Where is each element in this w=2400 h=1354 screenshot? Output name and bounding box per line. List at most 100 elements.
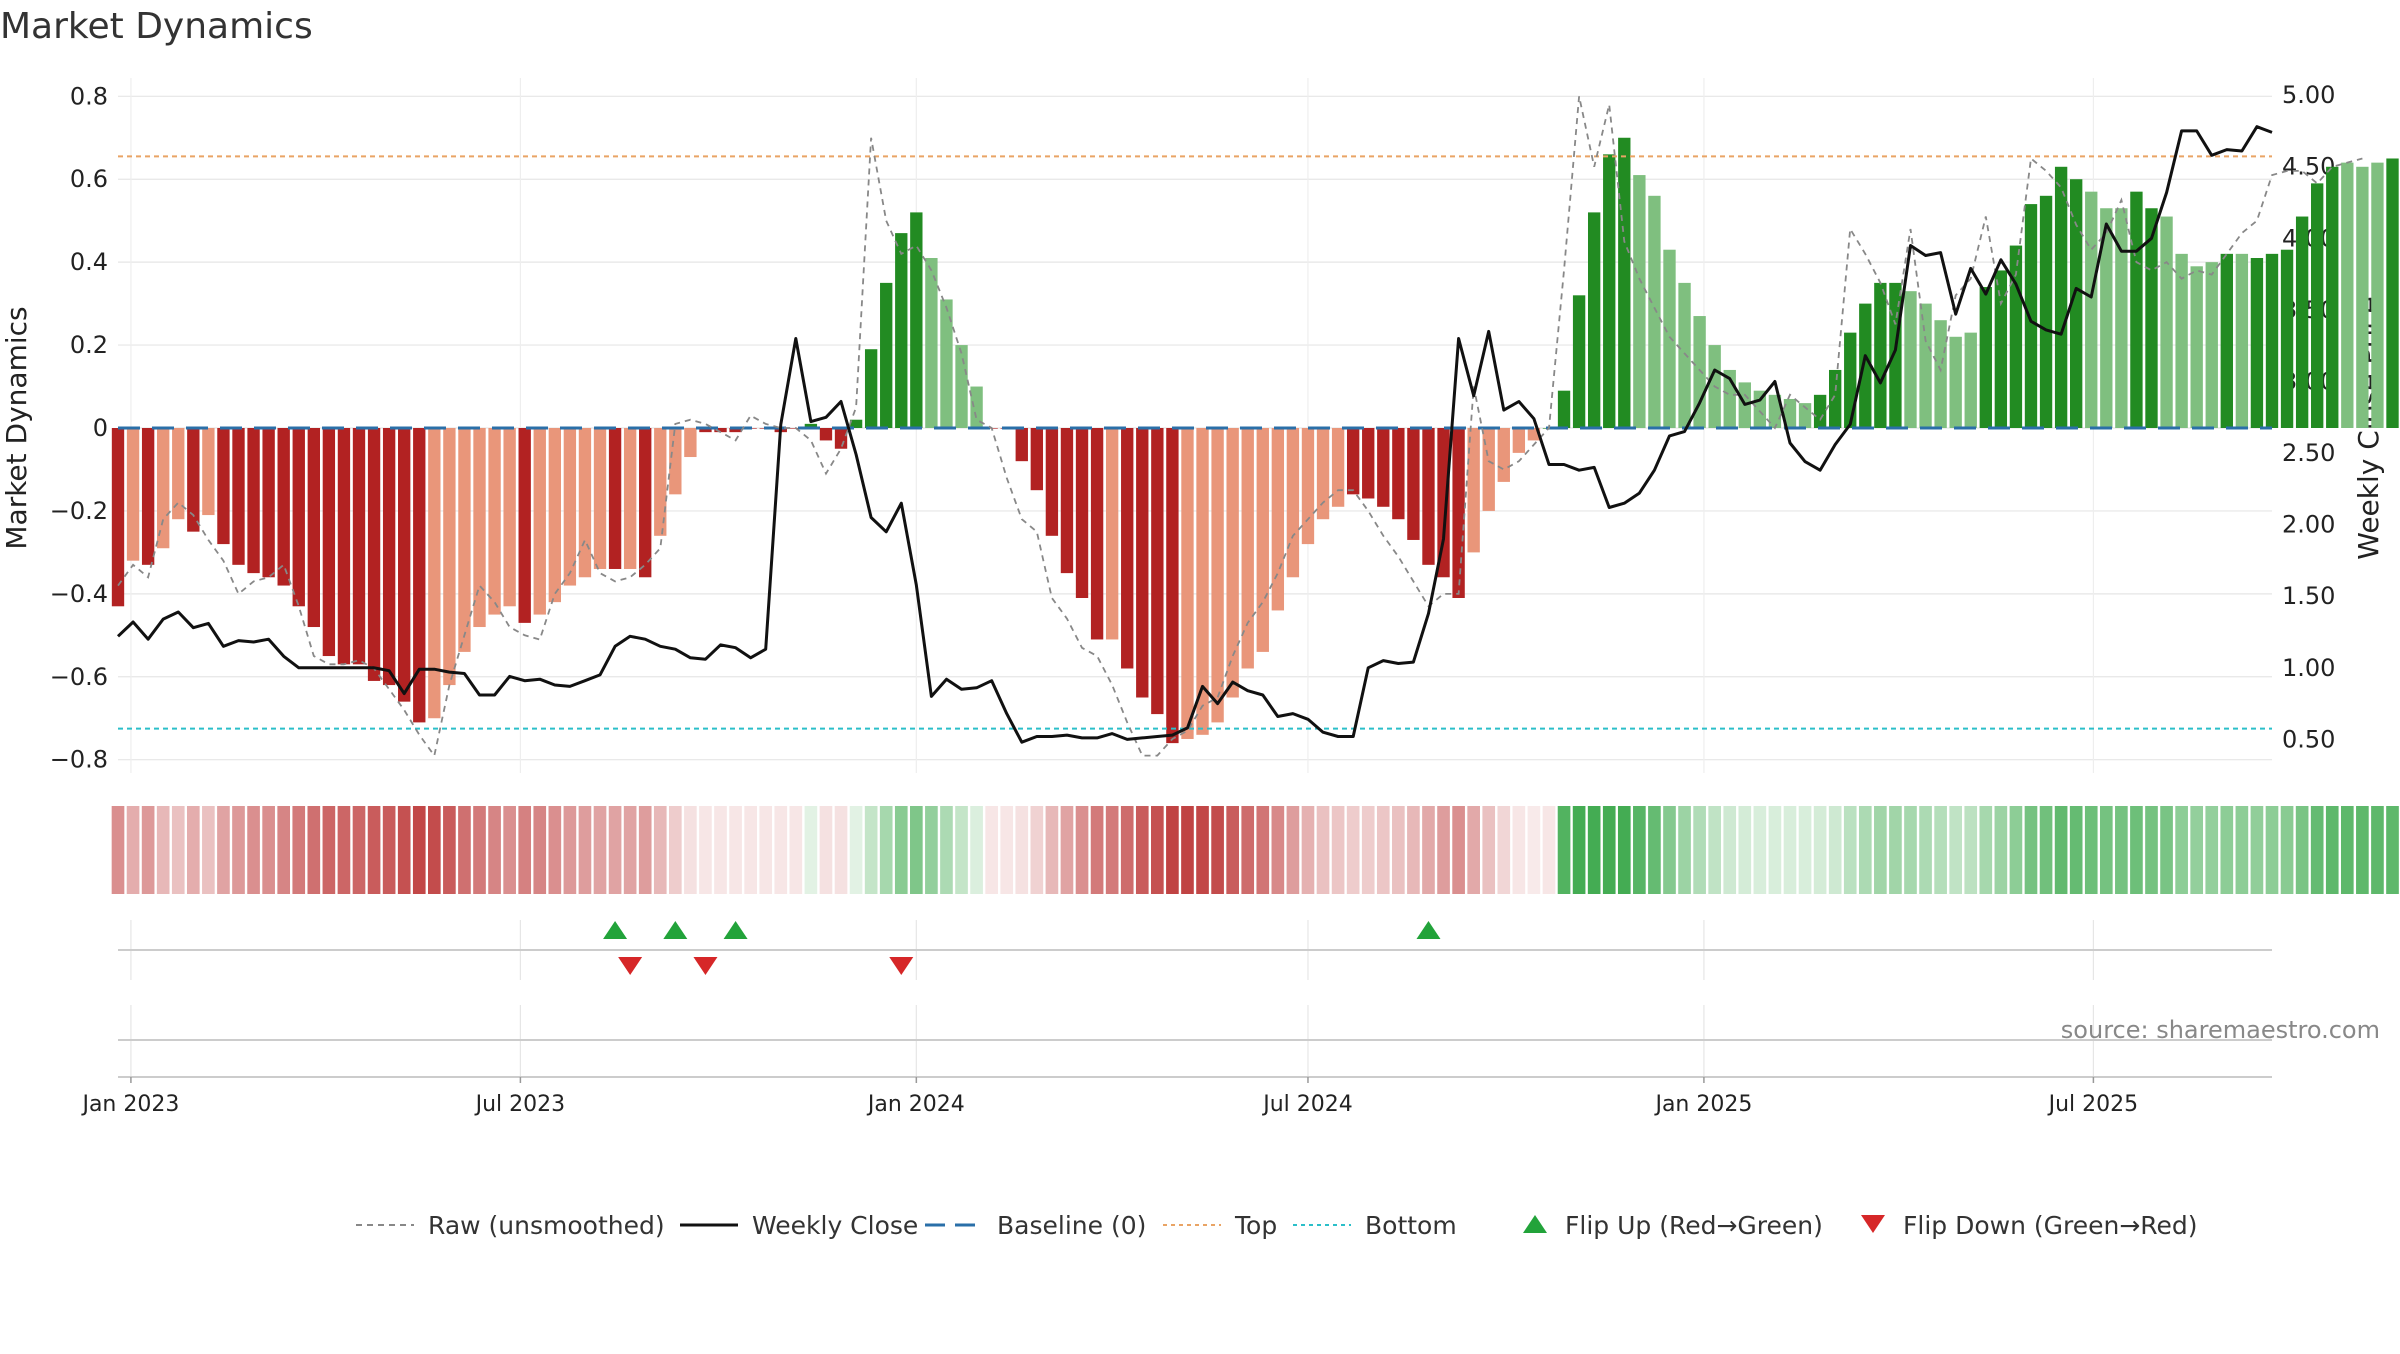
dynamics-bar xyxy=(1181,428,1194,739)
legend-item: Flip Down (Green→Red) xyxy=(1861,1211,2198,1240)
dynamics-bar xyxy=(262,428,275,578)
regime-strip-cell xyxy=(2069,806,2083,894)
regime-strip-cell xyxy=(382,806,396,894)
dynamics-bar xyxy=(548,428,562,603)
regime-strip-cell xyxy=(1015,806,1029,894)
dynamics-bar xyxy=(1482,428,1495,511)
dynamics-bar xyxy=(623,428,637,569)
regime-strip-cell xyxy=(1000,806,1014,894)
dynamics-bar xyxy=(2085,191,2098,428)
dynamics-bar xyxy=(1497,428,1510,482)
dynamics-bar xyxy=(1060,428,1074,574)
regime-strip-cell xyxy=(879,806,893,894)
dynamics-bar xyxy=(608,428,622,569)
dynamics-bar xyxy=(2130,191,2143,428)
dynamics-bar xyxy=(2220,253,2233,428)
dynamics-bar xyxy=(2145,208,2158,428)
dynamics-bar xyxy=(910,212,923,428)
regime-strip-cell xyxy=(443,806,456,894)
dynamics-bar xyxy=(1859,303,1872,428)
regime-strip-cell xyxy=(985,806,998,894)
regime-strip-cell xyxy=(217,806,230,894)
regime-strip-cell xyxy=(1979,806,1993,894)
regime-strip-cell xyxy=(819,806,833,894)
regime-strip-cell xyxy=(925,806,938,894)
regime-strip-cell xyxy=(940,806,953,894)
legend-label: Top xyxy=(1234,1211,1277,1240)
dynamics-bar xyxy=(2265,253,2279,428)
legend-label: Weekly Close xyxy=(752,1211,918,1240)
y-left-tick-label: −0.4 xyxy=(50,580,108,608)
legend-label: Raw (unsmoothed) xyxy=(428,1211,665,1240)
dynamics-bar xyxy=(1979,287,1992,428)
regime-strip-cell xyxy=(2205,806,2219,894)
dynamics-bar xyxy=(895,233,908,428)
regime-strip-cell xyxy=(638,806,652,894)
regime-strip-cell xyxy=(608,806,622,894)
legend-item: Weekly Close xyxy=(680,1211,918,1240)
regime-strip-cell xyxy=(1557,806,1571,894)
regime-strip-cell xyxy=(1753,806,1767,894)
regime-strip-cell xyxy=(1030,806,1044,894)
dynamics-bar xyxy=(1151,428,1164,715)
dynamics-bar xyxy=(654,428,667,536)
dynamics-bar xyxy=(1768,394,1782,428)
regime-strip-cell xyxy=(1798,806,1812,894)
dynamics-bar xyxy=(473,428,486,628)
regime-strip-cell xyxy=(186,806,200,894)
dynamics-bar xyxy=(1813,394,1827,428)
dynamics-bar xyxy=(2326,166,2339,428)
dynamics-bar xyxy=(804,423,818,428)
regime-strip-cell xyxy=(488,806,501,894)
regime-strip-cell xyxy=(1467,806,1480,894)
dynamics-bar xyxy=(1572,295,1586,428)
dynamics-bar xyxy=(111,428,125,607)
dynamics-bar xyxy=(1075,428,1089,598)
regime-strip-cell xyxy=(774,806,788,894)
dynamics-bar xyxy=(1136,428,1149,698)
regime-strip-cell xyxy=(2130,806,2143,894)
dynamics-bar xyxy=(141,428,155,565)
legend-item: Baseline (0) xyxy=(925,1211,1146,1240)
regime-strip-cell xyxy=(2190,806,2204,894)
regime-strip-cell xyxy=(2325,806,2339,894)
regime-strip-cell xyxy=(518,806,532,894)
regime-strip-cell xyxy=(427,806,441,894)
regime-strip-cell xyxy=(653,806,667,894)
regime-strip-cell xyxy=(699,806,712,894)
raw-unsmoothed-line xyxy=(117,96,2363,758)
regime-strip-cell xyxy=(2084,806,2098,894)
regime-strip-cell xyxy=(714,806,727,894)
regime-strip-cell xyxy=(2054,806,2068,894)
regime-strip-cell xyxy=(352,806,366,894)
dynamics-bar xyxy=(925,258,938,428)
regime-strip-cell xyxy=(2024,806,2038,894)
dynamics-bar xyxy=(1618,137,1631,428)
dynamics-bar xyxy=(1603,154,1616,428)
dynamics-bar xyxy=(1331,428,1345,507)
regime-strip-cell xyxy=(307,806,321,894)
dynamics-bar xyxy=(1211,428,1224,723)
regime-strip-cell xyxy=(1949,806,1963,894)
regime-strip-cell xyxy=(2220,806,2234,894)
regime-strip-cell xyxy=(1497,806,1511,894)
regime-strip-cell xyxy=(1587,806,1601,894)
flip-up-marker xyxy=(663,921,688,939)
regime-strip-cell xyxy=(970,806,983,894)
regime-strip-cell xyxy=(1723,806,1737,894)
dynamics-bar xyxy=(1392,428,1405,520)
regime-strip-cell xyxy=(1768,806,1782,894)
dynamics-bar xyxy=(337,428,351,665)
dynamics-bar xyxy=(819,428,833,441)
weekly-close-line xyxy=(116,125,2273,744)
dynamics-bar xyxy=(2295,216,2309,428)
regime-strip-cell xyxy=(1813,806,1827,894)
regime-strip-cell xyxy=(397,806,411,894)
regime-strip-cell xyxy=(2160,806,2173,894)
regime-strip-cell xyxy=(1361,806,1375,894)
regime-strip-cell xyxy=(1181,806,1194,894)
dynamics-bar xyxy=(2386,158,2399,429)
regime-strip-cell xyxy=(2145,806,2158,894)
regime-strip-cell xyxy=(1889,806,1902,894)
